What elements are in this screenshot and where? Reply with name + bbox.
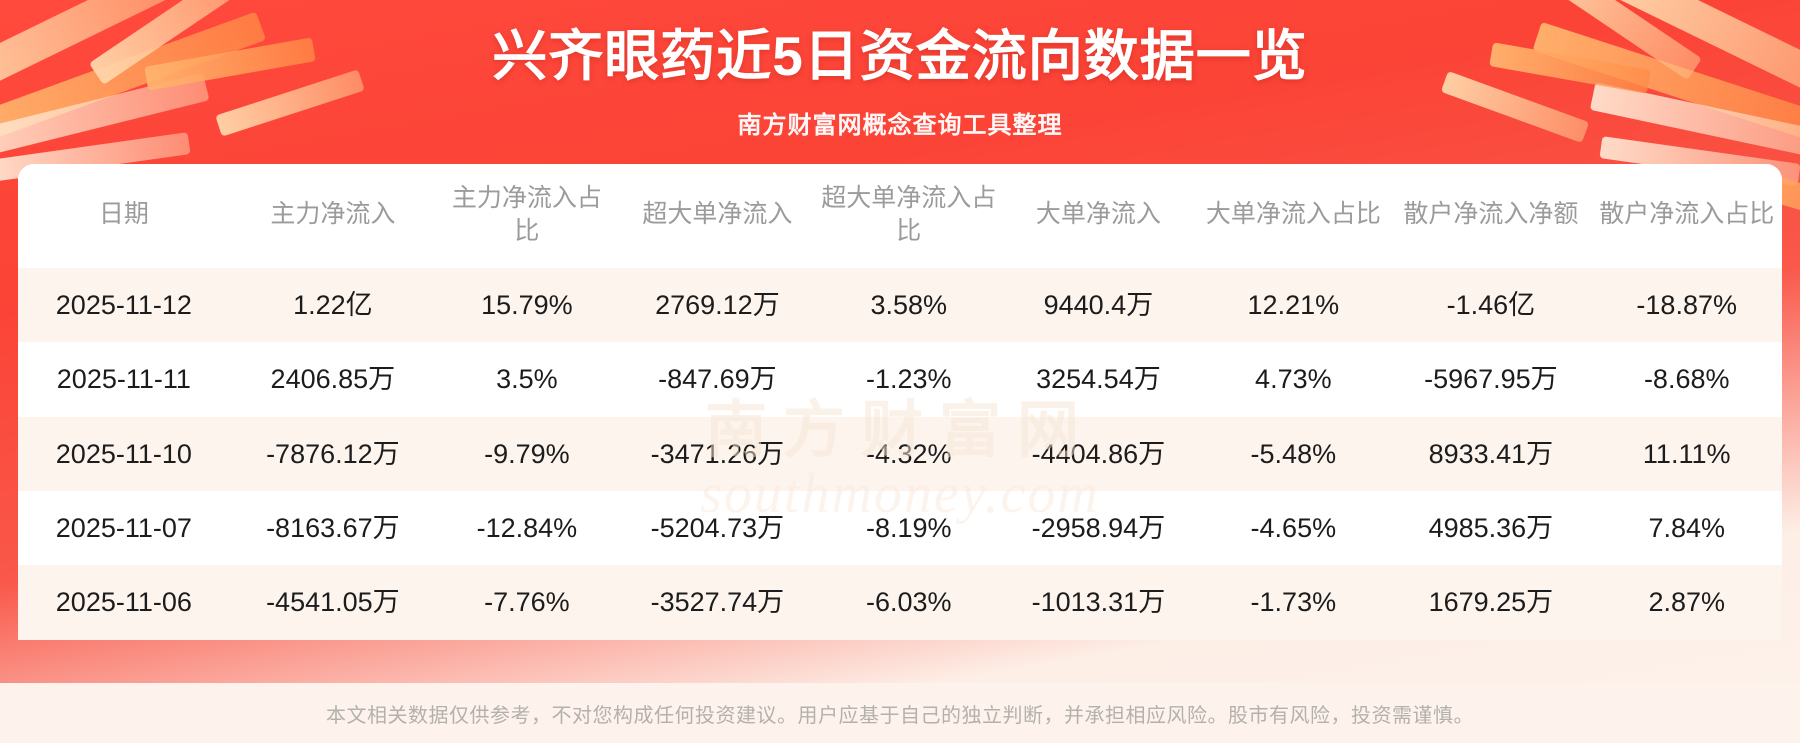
cell-xl-pct: -1.23% — [866, 364, 952, 395]
cell-main-net: 1.22亿 — [293, 289, 373, 320]
cell-l-pct: -1.73% — [1250, 587, 1337, 618]
cell-xl-net: -3527.74万 — [650, 587, 785, 618]
cell-xl-net: 2769.12万 — [655, 289, 780, 320]
table-head: 日期 主力净流入 主力净流入占比 超大单净流入 超大单净流入占比 大单净流入 大… — [18, 163, 1782, 268]
cell-retail-pct: -18.87% — [1636, 289, 1737, 320]
cell-l-net: 9440.4万 — [1043, 289, 1154, 320]
table-row: 2025-11-07 -8163.67万 -12.84% -5204.73万 -… — [18, 490, 1782, 566]
header: 兴齐眼药近5日资金流向数据一览 南方财富网概念查询工具整理 — [0, 0, 1800, 140]
cell-xl-net: -5204.73万 — [650, 512, 785, 543]
cell-xl-net: -847.69万 — [658, 364, 777, 395]
cell-main-pct: 3.5% — [496, 364, 558, 395]
cell-date: 2025-11-11 — [56, 364, 191, 395]
column-header-xl-pct: 超大单净流入占比 — [817, 163, 1001, 268]
cell-retail-net: -1.46亿 — [1446, 289, 1536, 320]
cell-main-net: -4541.05万 — [266, 587, 400, 618]
cell-l-pct: -4.65% — [1250, 512, 1337, 543]
column-header-xl-net: 超大单净流入 — [617, 163, 818, 268]
cell-date: 2025-11-06 — [55, 587, 192, 618]
cell-main-pct: -12.84% — [476, 512, 578, 543]
cell-main-net: -8163.67万 — [266, 512, 400, 543]
column-header-date: 日期 — [18, 163, 230, 268]
cell-retail-net: -5967.95万 — [1424, 364, 1558, 395]
cell-retail-net: 4985.36万 — [1428, 512, 1554, 543]
cell-main-pct: -9.79% — [484, 438, 570, 469]
column-header-retail-pct: 散户净流入占比 — [1591, 163, 1782, 268]
cell-l-pct: -5.48% — [1250, 438, 1337, 469]
cell-main-pct: -7.76% — [484, 587, 570, 618]
data-card: 日期 主力净流入 主力净流入占比 超大单净流入 超大单净流入占比 大单净流入 大… — [18, 163, 1782, 640]
cell-l-net: -1013.31万 — [1031, 587, 1166, 618]
cell-l-net: 3254.54万 — [1036, 364, 1161, 395]
cell-retail-pct: 11.11% — [1642, 438, 1731, 469]
cell-date: 2025-11-07 — [55, 512, 192, 543]
cell-retail-pct: 7.84% — [1648, 512, 1725, 543]
page-title: 兴齐眼药近5日资金流向数据一览 — [492, 25, 1308, 87]
cell-date: 2025-11-10 — [55, 438, 192, 469]
cell-xl-pct: -8.19% — [866, 512, 952, 543]
cell-l-pct: 4.73% — [1255, 364, 1332, 395]
table-row: 2025-11-06 -4541.05万 -7.76% -3527.74万 -6… — [18, 565, 1782, 640]
cell-l-pct: 12.21% — [1247, 289, 1340, 320]
cell-date: 2025-11-12 — [55, 289, 192, 320]
table-row: 2025-11-12 1.22亿 15.79% 2769.12万 3.58% 9… — [18, 267, 1782, 343]
cell-retail-pct: 2.87% — [1648, 587, 1725, 618]
column-header-retail-net: 散户净流入净额 — [1390, 163, 1592, 268]
cell-retail-net: 8933.41万 — [1428, 438, 1554, 469]
cell-retail-pct: -8.68% — [1643, 364, 1730, 395]
table-row: 2025-11-11 2406.85万 3.5% -847.69万 -1.23%… — [18, 342, 1782, 417]
table-header-row: 日期 主力净流入 主力净流入占比 超大单净流入 超大单净流入占比 大单净流入 大… — [18, 163, 1782, 268]
column-header-main-net: 主力净流入 — [229, 163, 437, 268]
cell-xl-net: -3471.26万 — [650, 438, 785, 469]
disclaimer-text: 本文相关数据仅供参考，不对您构成任何投资建议。用户应基于自己的独立判断，并承担相… — [326, 704, 1474, 727]
footer: 本文相关数据仅供参考，不对您构成任何投资建议。用户应基于自己的独立判断，并承担相… — [0, 683, 1800, 743]
cell-l-net: -4404.86万 — [1031, 438, 1166, 469]
column-header-main-pct: 主力净流入占比 — [436, 163, 618, 268]
cell-main-net: -7876.12万 — [266, 438, 400, 469]
cell-main-pct: 15.79% — [481, 289, 573, 320]
cell-l-net: -2958.94万 — [1031, 512, 1166, 543]
cell-xl-pct: -6.03% — [866, 587, 952, 618]
column-header-l-pct: 大单净流入占比 — [1196, 163, 1391, 268]
cell-main-net: 2406.85万 — [270, 364, 396, 395]
column-header-l-net: 大单净流入 — [1000, 163, 1197, 268]
fund-flow-table: 日期 主力净流入 主力净流入占比 超大单净流入 超大单净流入占比 大单净流入 大… — [18, 163, 1782, 640]
cell-xl-pct: 3.58% — [870, 289, 948, 320]
table-body: 2025-11-12 1.22亿 15.79% 2769.12万 3.58% 9… — [18, 267, 1782, 640]
page-subtitle: 南方财富网概念查询工具整理 — [737, 111, 1063, 139]
cell-xl-pct: -4.32% — [866, 438, 952, 469]
table-row: 2025-11-10 -7876.12万 -9.79% -3471.26万 -4… — [18, 416, 1782, 491]
cell-retail-net: 1679.25万 — [1428, 587, 1554, 618]
